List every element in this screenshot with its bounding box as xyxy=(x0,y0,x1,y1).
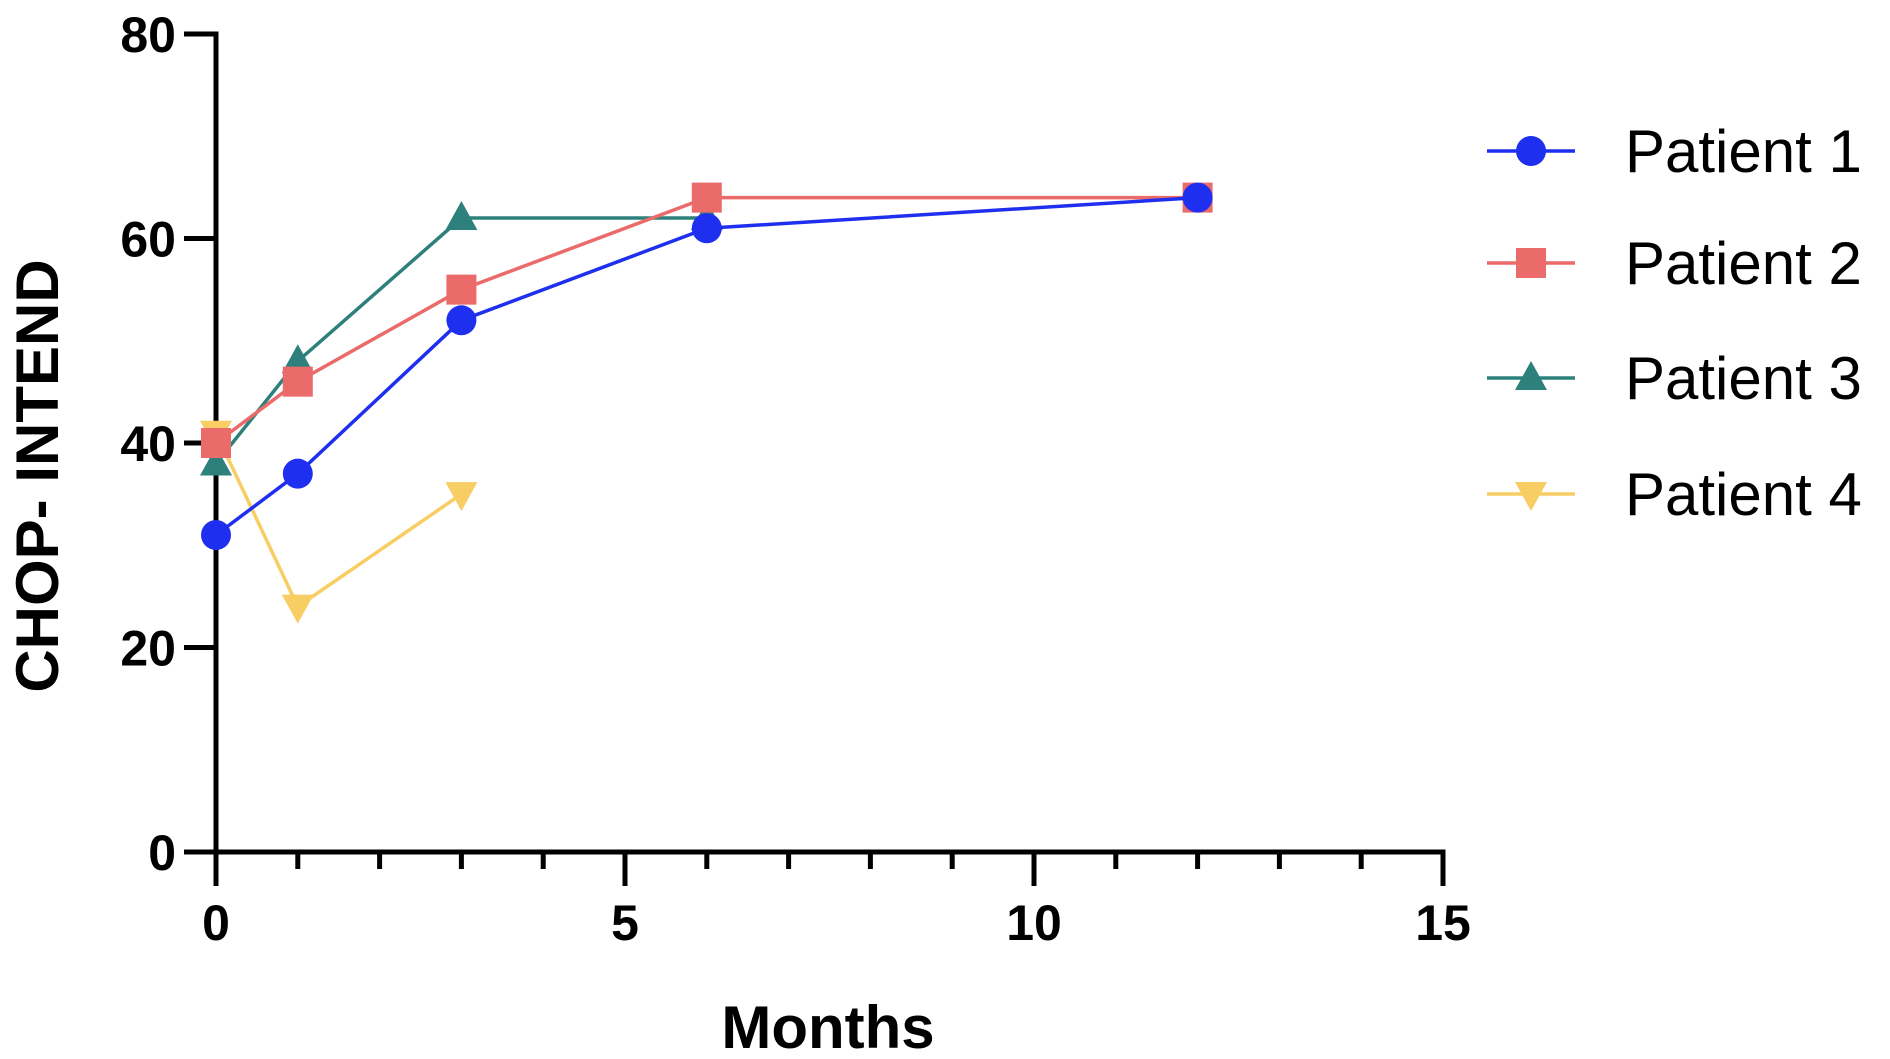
data-point xyxy=(445,201,478,231)
data-point xyxy=(446,274,477,305)
data-point xyxy=(200,446,232,476)
legend-marker xyxy=(1515,361,1547,390)
data-point xyxy=(282,366,313,397)
x-tick-label: 0 xyxy=(202,895,230,951)
legend-label: Patient 2 xyxy=(1625,230,1862,297)
legend-item-patient-4: Patient 4 xyxy=(1487,461,1862,528)
series-patient-3 xyxy=(200,201,723,476)
legend-item-patient-1: Patient 1 xyxy=(1487,118,1862,185)
series-line-patient-1 xyxy=(214,195,1198,537)
legend-label: Patient 1 xyxy=(1625,118,1862,185)
legend-label: Patient 3 xyxy=(1625,345,1862,412)
legend-item-patient-3: Patient 3 xyxy=(1487,345,1862,412)
legend-marker xyxy=(1515,482,1547,511)
data-point xyxy=(201,520,231,551)
data-point xyxy=(281,344,314,374)
y-tick-label: 60 xyxy=(120,212,176,268)
x-tick-label: 15 xyxy=(1415,895,1471,951)
series-patient-2 xyxy=(201,182,1213,458)
data-point xyxy=(691,213,722,244)
legend-marker xyxy=(1516,136,1546,166)
data-point xyxy=(446,305,477,336)
legend: Patient 1 Patient 2 Patient 3 Patient 4 xyxy=(1487,118,1862,528)
series-group xyxy=(200,182,1213,624)
data-point xyxy=(1182,182,1213,213)
y-tick-label: 40 xyxy=(120,416,176,472)
x-axis-title: Months xyxy=(721,994,934,1059)
data-point xyxy=(691,182,722,213)
x-tick-label: 5 xyxy=(611,895,639,951)
legend-marker xyxy=(1516,248,1546,278)
y-axis-title: CHOP- INTEND xyxy=(4,259,71,692)
x-tick-label: 10 xyxy=(1006,895,1062,951)
axes: 0 20 40 60 80 0 5 10 15 xyxy=(120,7,1470,951)
series-patient-4 xyxy=(200,420,478,624)
series-patient-1 xyxy=(201,182,1213,551)
legend-item-patient-2: Patient 2 xyxy=(1487,230,1862,297)
y-tick-label: 0 xyxy=(148,825,176,881)
data-point xyxy=(282,458,313,489)
y-tick-label: 20 xyxy=(120,621,176,677)
y-tick-label: 80 xyxy=(120,7,176,63)
data-point xyxy=(201,428,231,458)
data-point xyxy=(281,594,314,624)
data-point xyxy=(445,482,478,512)
series-line-patient-4 xyxy=(214,432,463,610)
legend-label: Patient 4 xyxy=(1625,461,1862,528)
